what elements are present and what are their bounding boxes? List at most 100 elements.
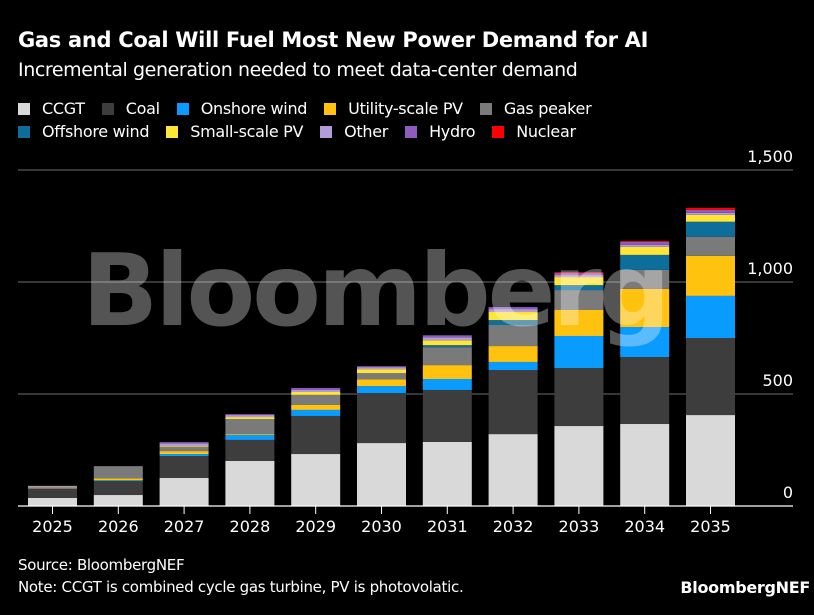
bar-segment-offshore-wind (488, 320, 538, 326)
bar-segment-nuclear (620, 241, 670, 242)
bar-segment-utility-scale-pv (93, 478, 143, 481)
bar-segment-ccgt (554, 426, 604, 506)
legend: CCGT Coal Onshore wind Utility-scale PV Gas … (18, 97, 718, 143)
x-tick-label: 2030 (361, 517, 402, 536)
bar-segment-small-scale-pv (357, 369, 406, 374)
bar-segment-utility-scale-pv (488, 346, 538, 362)
legend-swatch (479, 102, 492, 115)
bar-segment-ccgt (28, 497, 77, 506)
bar-segment-gas-peaker (620, 269, 670, 289)
legend-label: Coal (125, 99, 160, 118)
bar-segment-other (291, 389, 341, 392)
bar-segment-small-scale-pv (28, 486, 77, 488)
legend-label: Small-scale PV (190, 122, 304, 141)
legend-item: Nuclear (492, 122, 576, 141)
bar-segment-ccgt (620, 424, 670, 506)
legend-item: Utility-scale PV (324, 99, 463, 118)
legend-label: Hydro (429, 122, 476, 141)
bar-segment-ccgt (686, 415, 735, 506)
y-tick-label: 1,500 (747, 147, 793, 166)
bar-segment-onshore-wind (686, 295, 735, 338)
bar-segment-ccgt (357, 443, 406, 506)
bar-segment-hydro (291, 387, 341, 390)
bar-segment-utility-scale-pv (422, 365, 472, 379)
legend-label: Nuclear (516, 122, 576, 141)
bar-segment-small-scale-pv (554, 277, 604, 286)
bar-segment-coal (488, 370, 538, 435)
bar-segment-utility-scale-pv (686, 255, 735, 296)
bar-segment-gas-peaker (357, 373, 406, 380)
source-note: Source: BloombergNEF (18, 556, 185, 574)
x-tick-label: 2033 (559, 517, 600, 536)
bar-segment-onshore-wind (357, 386, 406, 394)
bar-segment-small-scale-pv (225, 417, 275, 420)
bar-segment-onshore-wind (620, 327, 670, 358)
chart-title: Gas and Coal Will Fuel Most New Power De… (18, 28, 649, 52)
bar-segment-coal (225, 439, 275, 461)
bar-segment-hydro (159, 442, 209, 444)
legend-swatch (492, 125, 505, 138)
legend-item: Hydro (405, 122, 476, 141)
bar-segment-hydro (620, 241, 670, 245)
brand-logo: BloombergNEF (680, 578, 810, 597)
bar-segment-onshore-wind (225, 434, 275, 440)
bar-segment-hydro (488, 307, 538, 310)
bar-segment-coal (620, 357, 670, 425)
bar-segment-onshore-wind (291, 409, 341, 416)
y-tick-label: 1,000 (747, 259, 793, 278)
bar-segment-other (357, 367, 406, 370)
legend-row: CCGT Coal Onshore wind Utility-scale PV Gas … (18, 97, 718, 120)
bar-segment-utility-scale-pv (620, 288, 670, 328)
bar-segment-coal (159, 456, 209, 478)
bar-segment-utility-scale-pv (554, 310, 604, 336)
bar-segment-onshore-wind (159, 454, 209, 457)
legend-label: CCGT (42, 99, 85, 118)
bar-segment-other (686, 212, 735, 215)
bar-segment-gas-peaker (159, 447, 209, 452)
legend-label: Gas peaker (503, 99, 592, 118)
bar-segment-other (620, 244, 670, 247)
bar-segment-hydro (554, 273, 604, 276)
bar-segment-utility-scale-pv (159, 451, 209, 455)
legend-item: Coal (101, 99, 160, 118)
bar-segment-coal (554, 368, 604, 427)
bar-segment-offshore-wind (620, 254, 670, 270)
bar-segment-onshore-wind (488, 361, 538, 371)
bar-segment-coal (686, 338, 735, 416)
x-tick-label: 2027 (164, 517, 205, 536)
bar-segment-coal (422, 389, 472, 442)
bar-segment-small-scale-pv (291, 391, 341, 395)
x-tick-label: 2029 (295, 517, 336, 536)
x-tick-label: 2031 (427, 517, 468, 536)
bar-segment-ccgt (422, 441, 472, 506)
bar-segment-onshore-wind (422, 378, 472, 390)
bar-segment-coal (28, 488, 77, 498)
x-tick-label: 2028 (230, 517, 271, 536)
legend-swatch (18, 125, 30, 138)
bar-segment-other (554, 275, 604, 278)
bar-segment-small-scale-pv (159, 446, 209, 448)
legend-label: Utility-scale PV (348, 99, 463, 118)
bar-segment-gas-peaker (225, 419, 275, 435)
x-tick-label: 2032 (493, 517, 534, 536)
bar-segment-hydro (357, 366, 406, 368)
bar-segment-coal (357, 393, 406, 444)
y-tick-label: 500 (762, 371, 793, 390)
bar-segment-other (159, 443, 209, 447)
bar-segment-gas-peaker (422, 347, 472, 366)
bar-segment-small-scale-pv (488, 312, 538, 321)
bar-segment-offshore-wind (686, 221, 735, 237)
legend-swatch (320, 125, 333, 138)
legend-item: Other (320, 122, 388, 141)
bar-segment-hydro (686, 209, 735, 213)
bar-segment-hydro (225, 414, 275, 416)
bar-segment-hydro (422, 335, 472, 338)
bar-segment-nuclear (554, 272, 604, 274)
x-tick-label: 2026 (98, 517, 139, 536)
x-tick-label: 2025 (32, 517, 73, 536)
bar-segment-ccgt (159, 478, 209, 506)
bar-segment-other (28, 485, 77, 487)
bar-segment-coal (93, 481, 143, 496)
bar-segment-onshore-wind (554, 335, 604, 369)
legend-item: Small-scale PV (166, 122, 303, 141)
